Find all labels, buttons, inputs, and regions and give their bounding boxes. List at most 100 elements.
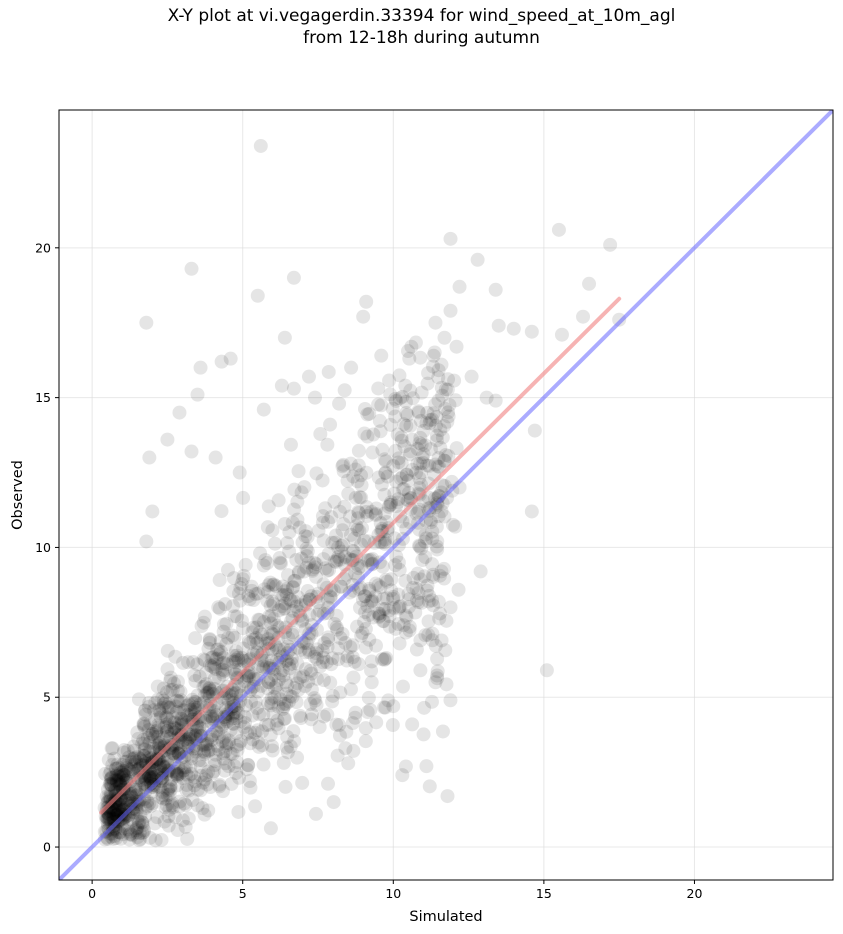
scatter-point [392,391,407,406]
scatter-point [190,798,205,813]
scatter-point [271,699,286,714]
scatter-point [225,628,240,643]
scatter-point [186,696,201,711]
scatter-point [360,407,375,422]
scatter-point [343,682,358,697]
scatter-point [117,743,132,758]
scatter-point [313,659,328,674]
chart-title: X-Y plot at vi.vegagerdin.33394 for wind… [0,5,843,49]
scatter-point [283,437,298,452]
scatter-point [405,391,420,406]
scatter-point [426,567,441,582]
scatter-point [139,534,154,549]
scatter-point [119,808,134,823]
scatter-point [192,669,207,684]
scatter-point [304,618,319,633]
scatter-point [440,789,455,804]
scatter-point [307,390,322,405]
scatter-point [302,645,317,660]
scatter-point [402,619,417,634]
scatter-point [392,599,407,614]
scatter-point [357,533,372,548]
scatter-point [103,792,118,807]
scatter-point [203,658,218,673]
scatter-point [256,402,271,417]
scatter-point [101,752,116,767]
scatter-point [190,657,205,672]
scatter-point [322,562,337,577]
scatter-point [263,821,278,836]
scatter-point [157,720,172,735]
scatter-point [107,802,122,817]
scatter-point [282,525,297,540]
scatter-point [133,807,148,822]
scatter-point [375,442,390,457]
scatter-point [418,438,433,453]
scatter-point [346,670,361,685]
scatter-point [187,700,202,715]
scatter-point [331,549,346,564]
scatter-point [388,409,403,424]
scatter-point [137,736,152,751]
scatter-point [329,717,344,732]
scatter-point [421,594,436,609]
scatter-point [289,599,304,614]
scatter-point [310,642,325,657]
scatter-point [333,552,348,567]
scatter-point [297,679,312,694]
scatter-point [270,686,285,701]
scatter-point [296,669,311,684]
scatter-point [172,694,187,709]
scatter-point [372,606,387,621]
scatter-point [201,743,216,758]
scatter-point [216,746,231,761]
scatter-point [276,602,291,617]
scatter-point [229,686,244,701]
scatter-point [612,312,627,327]
scatter-point [337,499,352,514]
scatter-point [196,744,211,759]
y-axis-label: Observed [10,460,26,530]
scatter-point [161,696,176,711]
scatter-point [160,662,175,677]
scatter-point [226,584,241,599]
scatter-point [221,693,236,708]
scatter-point [325,535,340,550]
scatter-point [255,627,270,642]
scatter-point [153,761,168,776]
scatter-point [108,794,123,809]
scatter-point [174,712,189,727]
scatter-point [260,585,275,600]
scatter-point [434,357,449,372]
scatter-point [398,625,413,640]
scatter-point [140,731,155,746]
scatter-point [138,772,153,787]
scatter-point [261,499,276,514]
scatter-point [137,749,152,764]
scatter-point [197,609,212,624]
scatter-point [265,594,280,609]
scatter-point [170,694,185,709]
scatter-point [128,754,143,769]
scatter-point [316,709,331,724]
scatter-point [167,746,182,761]
scatter-point [225,599,240,614]
scatter-point [101,811,116,826]
scatter-point [109,772,124,787]
scatter-point [283,689,298,704]
scatter-point [160,685,175,700]
scatter-point [251,612,266,627]
scatter-point [371,470,386,485]
scatter-point [100,811,115,826]
scatter-point [153,757,168,772]
scatter-point [394,430,409,445]
scatter-point [172,716,187,731]
scatter-point [196,652,211,667]
scatter-point [119,758,134,773]
scatter-point [135,818,150,833]
scatter-point [412,538,427,553]
scatter-point [432,606,447,621]
scatter-point [205,709,220,724]
scatter-point [405,432,420,447]
scatter-point [319,655,334,670]
